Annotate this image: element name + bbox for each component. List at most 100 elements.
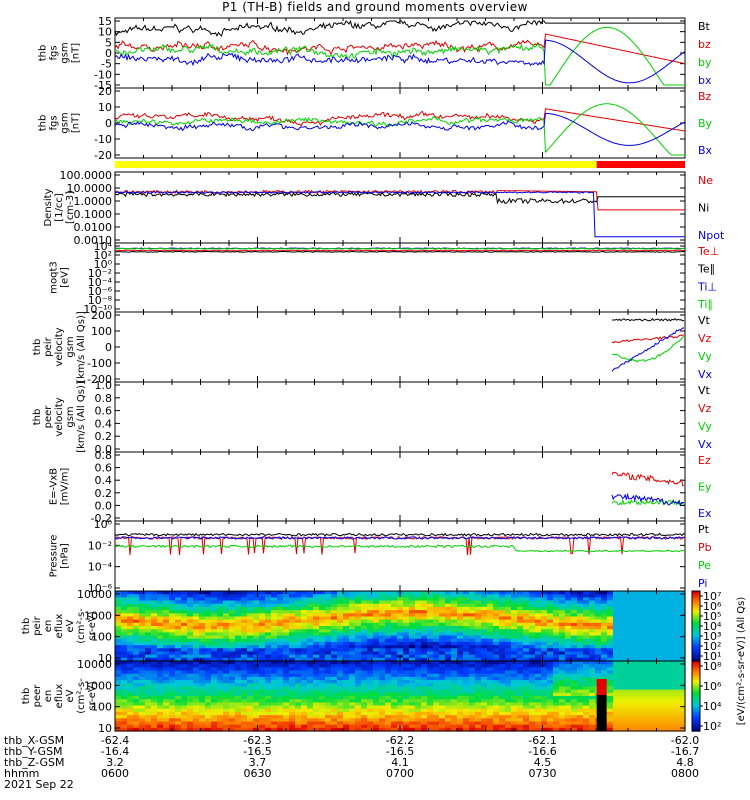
spectrogram-pixel [247, 705, 254, 710]
spectrogram-pixel [211, 692, 218, 697]
spectrogram-pixel [655, 600, 662, 605]
spectrogram-pixel [205, 603, 212, 608]
spectrogram-pixel [583, 689, 590, 694]
spectrogram-pixel [331, 629, 338, 633]
spectrogram-pixel [643, 683, 650, 688]
spectrogram-pixel [421, 708, 428, 713]
spectrogram-pixel [607, 610, 614, 614]
spectrogram-pixel [295, 597, 302, 602]
spectrogram-pixel [583, 619, 590, 624]
spectrogram-pixel [475, 661, 482, 665]
spectrogram-pixel [151, 654, 158, 659]
spectrogram-pixel [571, 724, 578, 729]
spectrogram-pixel [649, 610, 656, 614]
spectrogram-pixel [451, 597, 458, 602]
spectrogram-pixel [553, 721, 560, 726]
spectrogram-pixel [487, 648, 494, 653]
spectrogram-pixel [169, 635, 176, 640]
spectrogram-pixel [259, 708, 266, 713]
spectrogram-pixel [559, 721, 566, 726]
spectrogram-pixel [589, 629, 596, 633]
colorbar-cell [692, 703, 700, 706]
spectrogram-pixel [409, 603, 416, 608]
spectrogram-pixel [505, 715, 512, 719]
spectrogram-pixel [319, 654, 326, 659]
spectrogram-pixel [151, 600, 158, 605]
spectrogram-pixel [331, 676, 338, 681]
spectrogram-pixel [343, 683, 350, 688]
spectrogram-pixel [409, 638, 416, 643]
y-axis-label: [nPa] [60, 543, 71, 569]
colorbar-cell [692, 654, 700, 657]
spectrogram-pixel [535, 616, 542, 621]
spectrogram-pixel [583, 606, 590, 611]
spectrogram-pixel [433, 661, 440, 665]
spectrogram-pixel [469, 651, 476, 656]
spectrogram-pixel [145, 715, 152, 719]
spectrogram-pixel [121, 648, 128, 653]
spectrogram-pixel [667, 626, 674, 630]
spectrogram-pixel [325, 673, 332, 678]
spectrogram-pixel [313, 610, 320, 614]
spectrogram-pixel [421, 702, 428, 707]
spectrogram-pixel [499, 715, 506, 719]
spectrogram-pixel [325, 670, 332, 675]
spectrogram-pixel [181, 651, 188, 656]
spectrogram-pixel [475, 692, 482, 697]
spectrogram-pixel [151, 667, 158, 672]
spectrogram-pixel [127, 705, 134, 710]
spectrogram-pixel [385, 651, 392, 656]
spectrogram-pixel [391, 591, 398, 595]
spectrogram-pixel [211, 664, 218, 668]
spectrogram-pixel [607, 689, 614, 694]
spectrogram-pixel [511, 673, 518, 678]
spectrogram-pixel [169, 654, 176, 659]
spectrogram-pixel [325, 610, 332, 614]
spectrogram-pixel [577, 661, 584, 665]
spectrogram-pixel [403, 711, 410, 716]
spectrogram-pixel [577, 591, 584, 595]
panel-frame [114, 171, 686, 244]
y-tick-label: -10 [94, 68, 112, 81]
spectrogram-pixel [313, 657, 320, 662]
spectrogram-pixel [355, 683, 362, 688]
spectrogram-pixel [163, 606, 170, 611]
spectrogram-pixel [193, 727, 200, 732]
spectrogram-pixel [175, 632, 182, 637]
spectrogram-pixel [247, 641, 254, 646]
spectrogram-pixel [409, 680, 416, 684]
spectrogram-pixel [673, 610, 680, 614]
spectrogram-pixel [145, 683, 152, 688]
spectrogram-pixel [583, 600, 590, 605]
spectrogram-pixel [619, 721, 626, 726]
spectrogram-pixel [199, 680, 206, 684]
spectrogram-pixel [175, 603, 182, 608]
spectrogram-pixel [547, 664, 554, 668]
spectrogram-pixel [247, 699, 254, 703]
spectrogram-pixel [211, 594, 218, 598]
spectrogram-pixel [397, 641, 404, 646]
spectrogram-pixel [385, 724, 392, 729]
y-axis-label: sr-eV) [87, 681, 98, 710]
spectrogram-pixel [259, 724, 266, 729]
spectrogram-pixel [301, 718, 308, 723]
spectrogram-pixel [637, 721, 644, 726]
spectrogram-pixel [283, 600, 290, 605]
spectrogram-pixel [229, 680, 236, 684]
spectrogram-pixel [595, 629, 602, 633]
spectrogram-pixel [379, 613, 386, 618]
spectrogram-pixel [295, 689, 302, 694]
spectrogram-pixel [139, 715, 146, 719]
spectrogram-pixel [115, 610, 122, 614]
spectrogram-pixel [553, 622, 560, 627]
spectrogram-pixel [661, 638, 668, 643]
spectrogram-pixel [409, 670, 416, 675]
spectrogram-pixel [631, 699, 638, 703]
spectrogram-pixel [577, 699, 584, 703]
spectrogram-pixel [139, 622, 146, 627]
spectrogram-pixel [511, 696, 518, 700]
spectrogram-pixel [223, 711, 230, 716]
spectrogram-pixel [553, 635, 560, 640]
spectrogram-pixel [451, 645, 458, 649]
spectrogram-pixel [367, 667, 374, 672]
